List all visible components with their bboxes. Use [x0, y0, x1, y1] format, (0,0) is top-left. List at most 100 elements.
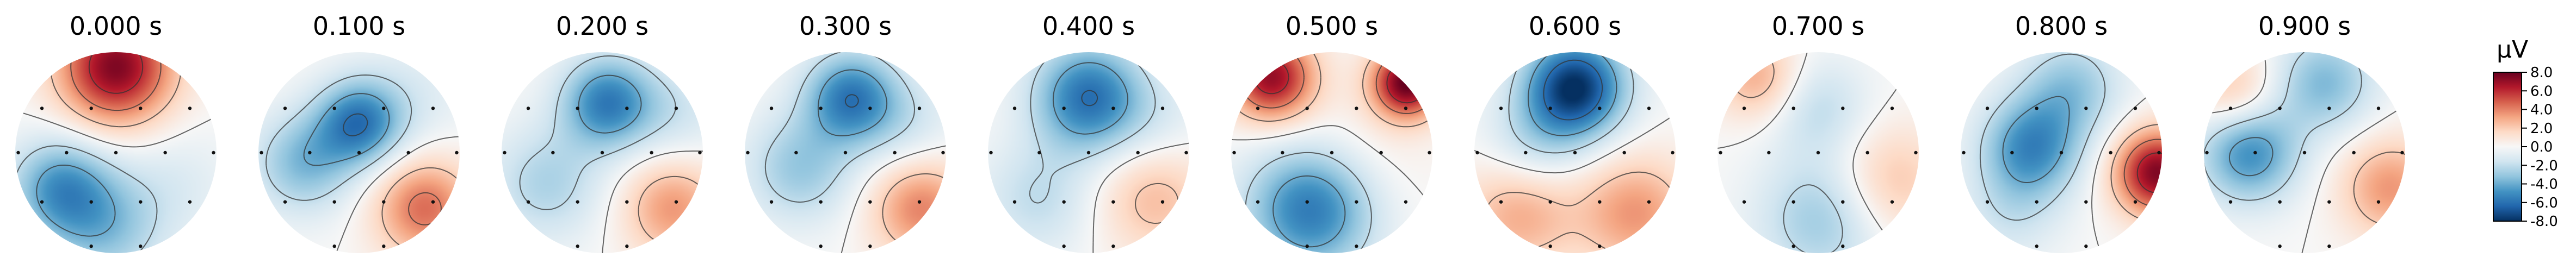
sensor-marker: [1281, 150, 1284, 155]
sensor-marker: [2084, 244, 2088, 248]
sensor-marker: [89, 106, 93, 110]
sensor-marker: [1256, 106, 1260, 110]
sensor-marker: [406, 150, 410, 155]
topomap-contours: [2204, 52, 2405, 253]
sensor-marker: [1355, 244, 1358, 248]
sensor-marker: [1598, 200, 1602, 204]
sensor-marker: [526, 200, 530, 204]
sensor-marker: [1475, 150, 1479, 155]
colorbar-tick-label: -8.0: [2530, 214, 2558, 230]
sensor-marker: [576, 200, 579, 204]
sensor-marker: [2253, 150, 2257, 155]
sensor-marker: [1111, 106, 1115, 110]
sensor-marker: [382, 244, 386, 248]
sensor-marker: [455, 150, 459, 155]
sensor-marker: [2205, 150, 2209, 155]
sensor-marker: [260, 150, 263, 155]
sensor-marker: [89, 244, 93, 248]
sensor-marker: [1404, 106, 1408, 110]
sensor-marker: [2327, 244, 2331, 248]
sensor-marker: [1841, 244, 1845, 248]
sensor-marker: [576, 244, 579, 248]
sensor-marker: [1598, 106, 1602, 110]
sensor-marker: [431, 106, 435, 110]
sensor-marker: [868, 106, 872, 110]
sensor-marker: [503, 150, 506, 155]
topomap-1: 0.100 s: [258, 11, 460, 253]
sensor-marker: [1160, 200, 1165, 204]
sensor-marker: [2278, 106, 2282, 110]
sensor-marker: [1792, 106, 1795, 110]
sensor-marker: [674, 106, 678, 110]
sensor-marker: [794, 150, 798, 155]
sensor-marker: [769, 106, 774, 110]
sensor-marker: [431, 200, 435, 204]
sensor-marker: [1499, 200, 1503, 204]
topomap-time-label: 0.900 s: [2258, 11, 2351, 41]
sensor-marker: [382, 106, 386, 110]
sensor-marker: [283, 200, 287, 204]
topomap-time-label: 0.800 s: [2015, 11, 2108, 41]
sensor-marker: [2327, 200, 2331, 204]
sensor-marker: [1062, 244, 1066, 248]
sensor-marker: [2084, 106, 2088, 110]
sensor-marker: [1647, 106, 1651, 110]
sensor-marker: [332, 244, 336, 248]
colorbar-gradient: [2493, 72, 2522, 222]
sensor-marker: [1914, 150, 1918, 155]
sensor-marker: [89, 200, 93, 204]
topomap-5: 0.500 s: [1231, 11, 1432, 253]
topomap-9: 0.900 s: [2204, 11, 2405, 253]
sensor-marker: [1865, 150, 1869, 155]
sensor-marker: [139, 106, 143, 110]
sensor-marker: [139, 200, 143, 204]
topomap-0: 0.000 s: [15, 11, 217, 253]
sensor-marker: [1305, 244, 1309, 248]
sensor-marker: [868, 244, 872, 248]
colorbar-tick-label: -6.0: [2530, 195, 2558, 211]
sensor-marker: [357, 150, 361, 155]
sensor-marker: [2109, 150, 2112, 155]
sensor-marker: [576, 106, 579, 110]
sensor-marker: [212, 150, 215, 155]
topomap-contours: [1979, 53, 2162, 253]
sensor-marker: [2035, 200, 2038, 204]
topomap-time-label: 0.400 s: [1042, 11, 1135, 41]
sensor-marker: [843, 150, 848, 155]
sensor-marker: [1086, 150, 1091, 155]
sensor-marker: [1647, 200, 1651, 204]
topomap-contours: [764, 52, 946, 253]
sensor-marker: [941, 150, 945, 155]
sensor-marker: [2327, 106, 2331, 110]
sensor-marker: [1767, 150, 1771, 155]
topomap-time-label: 0.100 s: [313, 11, 405, 41]
sensor-marker: [1062, 106, 1066, 110]
sensor-marker: [819, 200, 823, 204]
colorbar-tick-label: -4.0: [2530, 177, 2558, 193]
topomap-time-label: 0.200 s: [556, 11, 648, 41]
sensor-marker: [1548, 244, 1552, 248]
sensor-marker: [1305, 200, 1309, 204]
sensor-marker: [1355, 200, 1358, 204]
colorbar-tick-label: 8.0: [2530, 65, 2553, 81]
sensor-marker: [746, 150, 750, 155]
sensor-marker: [1671, 150, 1675, 155]
sensor-marker: [1548, 106, 1552, 110]
sensor-marker: [1330, 150, 1334, 155]
topomap-3: 0.300 s: [745, 11, 946, 253]
sensor-marker: [2059, 150, 2064, 155]
sensor-marker: [1719, 150, 1722, 155]
sensor-marker: [819, 106, 823, 110]
sensor-marker: [1985, 200, 1990, 204]
sensor-marker: [114, 150, 118, 155]
sensor-marker: [526, 106, 530, 110]
sensor-marker: [308, 150, 312, 155]
sensor-marker: [163, 150, 167, 155]
sensor-marker: [600, 150, 604, 155]
sensor-marker: [2376, 200, 2381, 204]
sensor-marker: [917, 106, 922, 110]
topomap-contours: [1029, 52, 1189, 253]
sensor-marker: [1184, 150, 1188, 155]
topomap-time-label: 0.700 s: [1772, 11, 1864, 41]
